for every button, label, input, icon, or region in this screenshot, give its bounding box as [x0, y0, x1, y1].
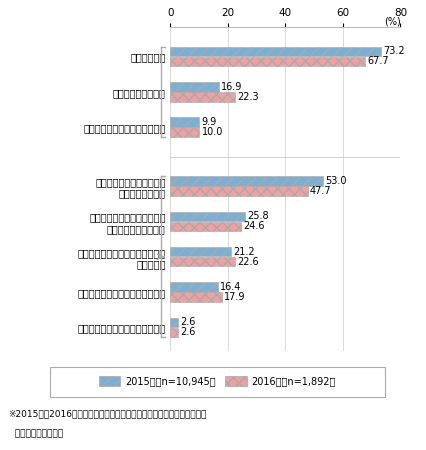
Text: 73.2: 73.2: [383, 46, 405, 56]
Text: 25.8: 25.8: [247, 212, 268, 221]
Text: 9.9: 9.9: [201, 117, 216, 127]
Bar: [170, 82, 219, 91]
Text: 22.6: 22.6: [238, 257, 259, 267]
Bar: [170, 47, 381, 56]
Bar: [170, 176, 323, 186]
Bar: [170, 212, 245, 221]
Text: 10.0: 10.0: [201, 127, 223, 137]
Text: 67.7: 67.7: [367, 56, 389, 67]
Text: 2.6: 2.6: [180, 317, 196, 328]
Text: しては注意が必要。: しては注意が必要。: [9, 430, 63, 439]
Text: 22.3: 22.3: [237, 92, 259, 102]
Bar: [170, 257, 236, 266]
Text: 17.9: 17.9: [224, 292, 246, 302]
FancyBboxPatch shape: [49, 367, 385, 396]
Text: 16.4: 16.4: [220, 282, 241, 292]
Bar: [170, 57, 365, 66]
Text: ※2015年と2016年の調査では調査対象数が異なるため、結果の比較に際: ※2015年と2016年の調査では調査対象数が異なるため、結果の比較に際: [9, 410, 207, 418]
Bar: [170, 222, 241, 231]
Legend: 2015年（n=10,945）, 2016年（n=1,892）: 2015年（n=10,945）, 2016年（n=1,892）: [96, 374, 339, 389]
Bar: [170, 318, 178, 327]
Bar: [170, 186, 308, 196]
Bar: [170, 92, 235, 102]
Bar: [170, 292, 222, 302]
Text: 47.7: 47.7: [310, 186, 331, 196]
Text: (%): (%): [384, 17, 400, 27]
Text: 24.6: 24.6: [243, 221, 265, 231]
Bar: [170, 127, 199, 137]
Bar: [170, 282, 218, 292]
Bar: [170, 247, 231, 256]
Text: 16.9: 16.9: [221, 82, 243, 92]
Text: 2.6: 2.6: [180, 328, 196, 338]
Bar: [170, 117, 199, 127]
Bar: [170, 328, 178, 337]
Text: 53.0: 53.0: [325, 176, 347, 186]
Text: 21.2: 21.2: [233, 247, 255, 257]
